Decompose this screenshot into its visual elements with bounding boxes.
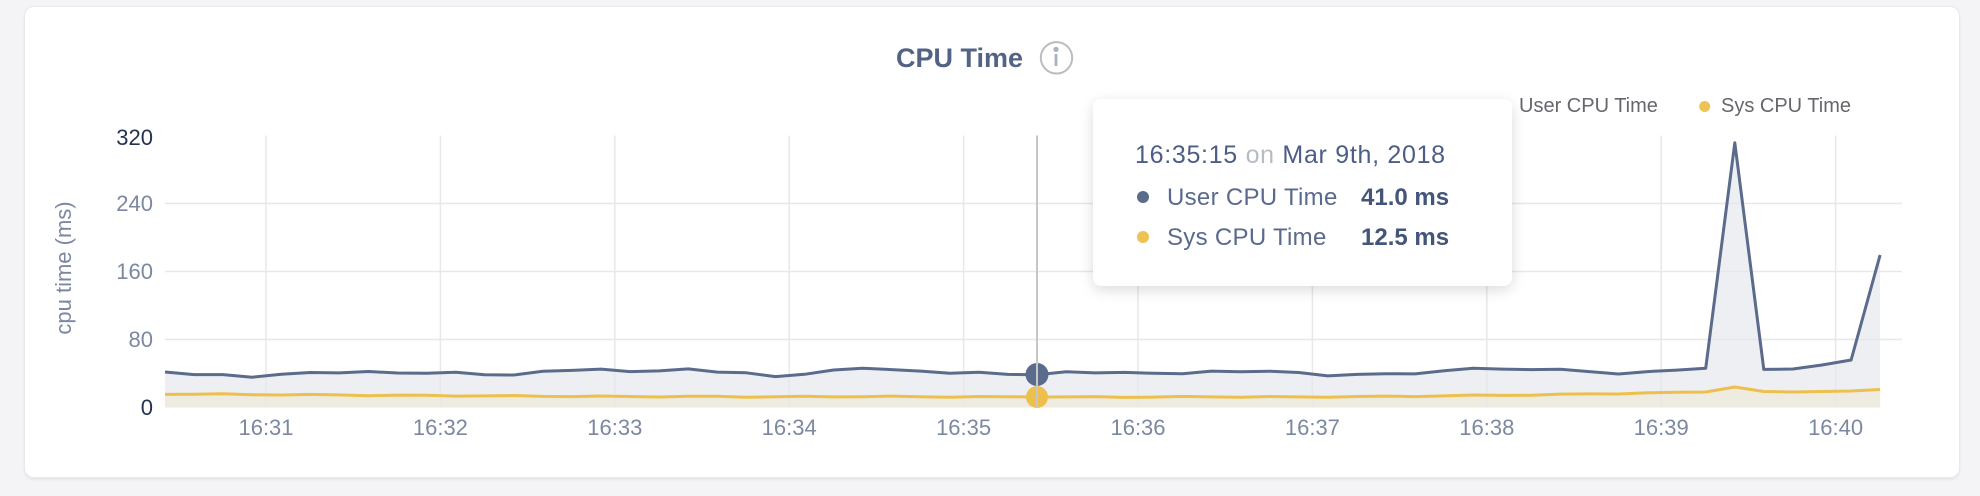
svg-text:16:34: 16:34 [762, 415, 817, 440]
svg-text:320: 320 [116, 125, 153, 150]
svg-text:0: 0 [141, 395, 153, 420]
svg-text:16:38: 16:38 [1459, 415, 1514, 440]
svg-text:240: 240 [116, 191, 153, 216]
svg-text:160: 160 [116, 259, 153, 284]
svg-text:cpu time (ms): cpu time (ms) [51, 201, 76, 334]
svg-text:16:40: 16:40 [1808, 415, 1863, 440]
svg-text:16:33: 16:33 [587, 415, 642, 440]
svg-text:16:39: 16:39 [1634, 415, 1689, 440]
svg-text:16:31: 16:31 [238, 415, 293, 440]
svg-text:16:35: 16:35 [936, 415, 991, 440]
svg-text:16:37: 16:37 [1285, 415, 1340, 440]
svg-text:16:32: 16:32 [413, 415, 468, 440]
svg-text:80: 80 [129, 327, 153, 352]
svg-text:16:36: 16:36 [1110, 415, 1165, 440]
